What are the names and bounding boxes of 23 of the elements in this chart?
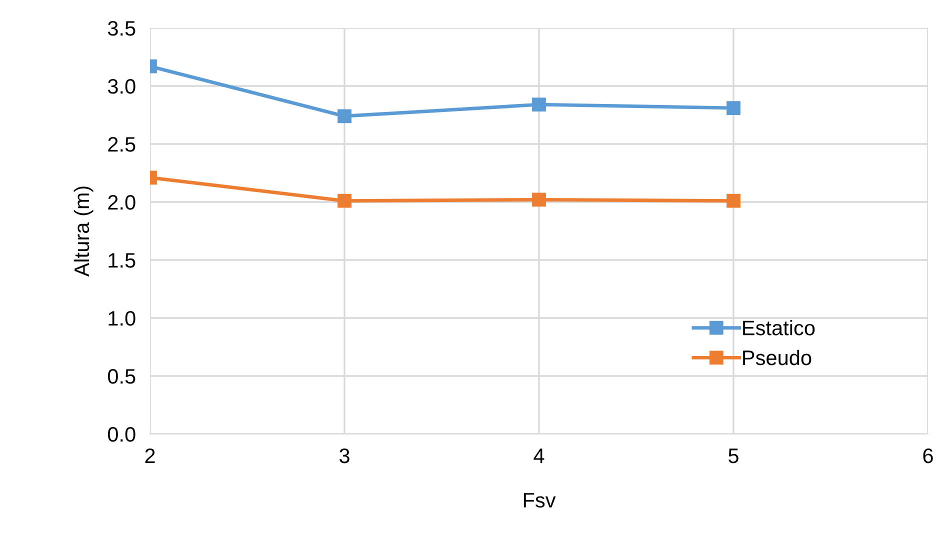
point [726,194,740,208]
x-tick-label: 2 [145,448,155,463]
y-tick-label: 1.0 [108,311,136,326]
point [726,101,740,115]
legend-label: Pseudo [743,350,812,366]
x-axis-title: Fsv [524,493,556,508]
y-tick-label: 1.5 [108,253,136,268]
y-tick-label: 2.5 [108,137,136,152]
x-tick-label: 6 [923,448,933,464]
x-tick-label: 5 [728,448,738,464]
point [532,98,546,112]
y-tick-label: 3.0 [108,79,136,94]
y-axis-title: Altura (m) [74,186,94,277]
legend-label: Estatico [743,320,815,336]
x-tick-label: 4 [534,448,544,463]
point [338,194,352,208]
x-tick-label: 3 [340,448,350,464]
y-tick-label: 0.0 [108,427,136,442]
point [338,109,352,124]
point [532,192,546,207]
y-tick-label: 3.5 [108,21,136,36]
y-tick-label: 0.5 [108,369,136,384]
y-tick-label: 2.0 [108,195,136,210]
